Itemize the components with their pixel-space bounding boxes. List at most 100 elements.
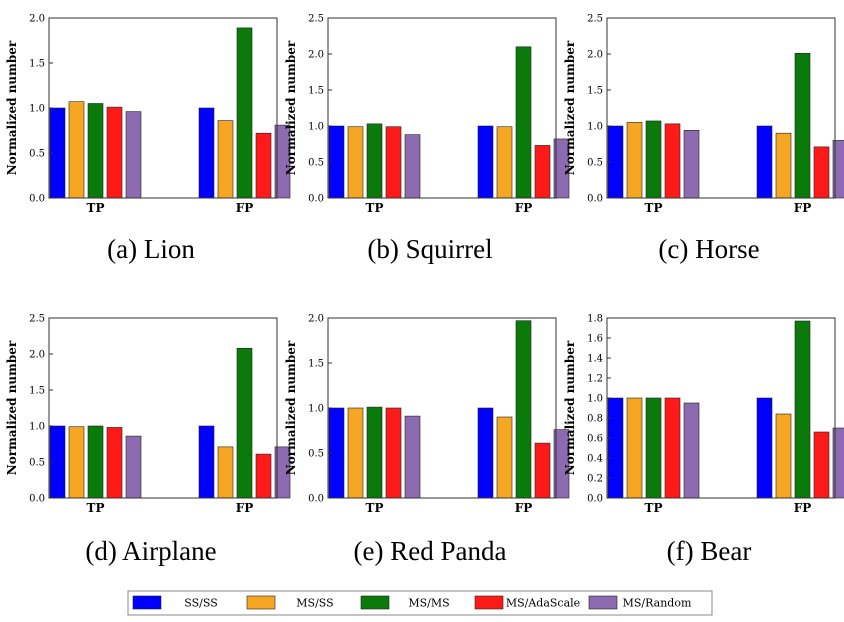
bar-1-fp-ms-adascale (255, 132, 272, 199)
y-axis-label: Normalized number (5, 340, 19, 475)
chart-caption: (c) Horse (658, 234, 759, 264)
plot-frame (606, 17, 836, 199)
bar-6-fp-ms-ss (775, 413, 792, 499)
y-tick-label: 1.6 (587, 334, 603, 345)
x-tick-label: FP (515, 201, 533, 215)
bar-4-fp-ms-ms (236, 347, 253, 499)
y-axis-label: Normalized number (563, 340, 577, 475)
y-tick-label: 0.0 (29, 194, 45, 205)
bar-4-fp-ms-adascale (255, 453, 272, 499)
y-tick-label: 1.2 (587, 374, 603, 385)
bar-2-tp-ms-ss (347, 126, 364, 199)
x-tick-label: FP (236, 201, 254, 215)
bar-2-fp-ms-random (553, 138, 570, 199)
legend-swatch (474, 595, 504, 610)
y-tick-label: 1.8 (587, 314, 603, 325)
x-tick-label: TP (366, 201, 384, 215)
bar-4-tp-ms-adascale (106, 427, 123, 499)
legend: SS/SS MS/SS MS/MS MS/AdaScale MS/Random (127, 590, 713, 616)
y-tick-label: 1.0 (308, 404, 324, 415)
bar-5-fp-ms-ms (515, 320, 532, 499)
y-tick-label: 0.0 (587, 494, 603, 505)
chart-panel-4: TP FP 0.0 0.5 1.0 1.5 2.0 2.5 Normalized number (… (5, 314, 291, 566)
y-tick-label: 0.8 (587, 414, 603, 425)
bar-2-fp-ss-ss (477, 125, 494, 199)
x-tick-label: FP (236, 501, 254, 515)
bar-6-tp-ss-ss (607, 397, 624, 499)
bar-2-tp-ms-adascale (385, 126, 402, 199)
bar-4-fp-ss-ss (198, 425, 215, 499)
y-tick-label: 0.5 (308, 449, 324, 460)
bar-6-fp-ss-ss (756, 397, 773, 499)
y-tick-label: 0.0 (308, 494, 324, 505)
bar-5-tp-ms-ms (366, 406, 383, 499)
y-axis-label: Normalized number (5, 40, 19, 175)
bar-1-fp-ms-random (274, 124, 291, 199)
y-axis-label: Normalized number (284, 340, 298, 475)
y-tick-label: 0.5 (587, 158, 603, 169)
chart-caption: (e) Red Panda (354, 536, 507, 566)
y-tick-label: 2.5 (29, 314, 45, 325)
y-tick-label: 2.0 (308, 314, 324, 325)
bar-1-tp-ms-ss (68, 101, 85, 199)
bar-1-tp-ms-adascale (106, 106, 123, 199)
plot-frame (327, 17, 557, 199)
y-tick-label: 1.0 (29, 104, 45, 115)
y-tick-label: 1.5 (29, 59, 45, 70)
y-tick-label: 0.0 (587, 194, 603, 205)
chart-panel-3: TP FP 0.0 0.5 1.0 1.5 2.0 2.5 Normalized number (… (563, 14, 844, 264)
y-tick-label: 0.5 (29, 149, 45, 160)
legend-label: MS/MS (408, 597, 449, 610)
chart-panel-5: TP FP 0.0 0.5 1.0 1.5 2.0 Normalized number (e) … (284, 314, 570, 566)
legend-swatch (132, 595, 162, 610)
bar-4-fp-ms-ss (217, 446, 234, 499)
y-tick-label: 1.0 (308, 122, 324, 133)
bar-6-tp-ms-ss (626, 397, 643, 499)
bar-6-tp-ms-ms (645, 397, 662, 499)
bar-4-tp-ms-ms (87, 425, 104, 499)
x-tick-label: TP (645, 201, 663, 215)
bar-1-fp-ms-ms (236, 27, 253, 199)
bar-4-tp-ms-random (125, 435, 142, 499)
chart-panel-6: TP FP 0.0 0.2 0.4 0.6 0.8 1.0 1.2 1.4 1.6 1.8 Normal… (563, 314, 844, 566)
x-tick-label: TP (366, 501, 384, 515)
bar-5-tp-ms-adascale (385, 407, 402, 499)
x-tick-label: TP (87, 501, 105, 515)
bar-3-fp-ms-adascale (813, 146, 830, 199)
y-tick-label: 1.0 (587, 122, 603, 133)
bar-5-fp-ss-ss (477, 407, 494, 499)
y-tick-label: 1.0 (587, 394, 603, 405)
chart-caption: (b) Squirrel (367, 234, 492, 264)
bar-4-tp-ms-ss (68, 426, 85, 499)
y-tick-label: 1.5 (587, 86, 603, 97)
y-axis-label: Normalized number (563, 40, 577, 175)
bar-1-tp-ms-ms (87, 103, 104, 199)
chart-caption: (f) Bear (667, 536, 752, 566)
bar-3-tp-ms-random (683, 130, 700, 199)
y-tick-label: 0.4 (587, 454, 603, 465)
legend-label: MS/AdaScale (506, 597, 580, 610)
bar-6-fp-ms-adascale (813, 431, 830, 499)
bar-2-fp-ms-ms (515, 46, 532, 199)
y-tick-label: 2.0 (29, 14, 45, 25)
y-tick-label: 2.5 (587, 14, 603, 25)
bar-5-fp-ms-ss (496, 416, 513, 499)
bar-3-fp-ms-ms (794, 52, 811, 199)
bar-4-fp-ms-random (274, 446, 291, 499)
bar-1-tp-ms-random (125, 111, 142, 199)
chart-caption: (d) Airplane (85, 536, 216, 566)
legend-swatch (246, 595, 276, 610)
y-tick-label: 1.5 (29, 386, 45, 397)
legend-label: MS/SS (296, 597, 333, 610)
plot-frame (606, 317, 836, 499)
y-tick-label: 0.0 (308, 194, 324, 205)
y-tick-label: 0.6 (587, 434, 603, 445)
chart-panel-2: TP FP 0.0 0.5 1.0 1.5 2.0 2.5 Normalized number (… (284, 14, 570, 264)
y-tick-label: 1.5 (308, 359, 324, 370)
bar-2-fp-ms-adascale (534, 145, 551, 199)
x-tick-label: FP (515, 501, 533, 515)
y-tick-label: 2.0 (308, 50, 324, 61)
legend-swatch (588, 595, 618, 610)
bar-3-tp-ms-adascale (664, 123, 681, 199)
